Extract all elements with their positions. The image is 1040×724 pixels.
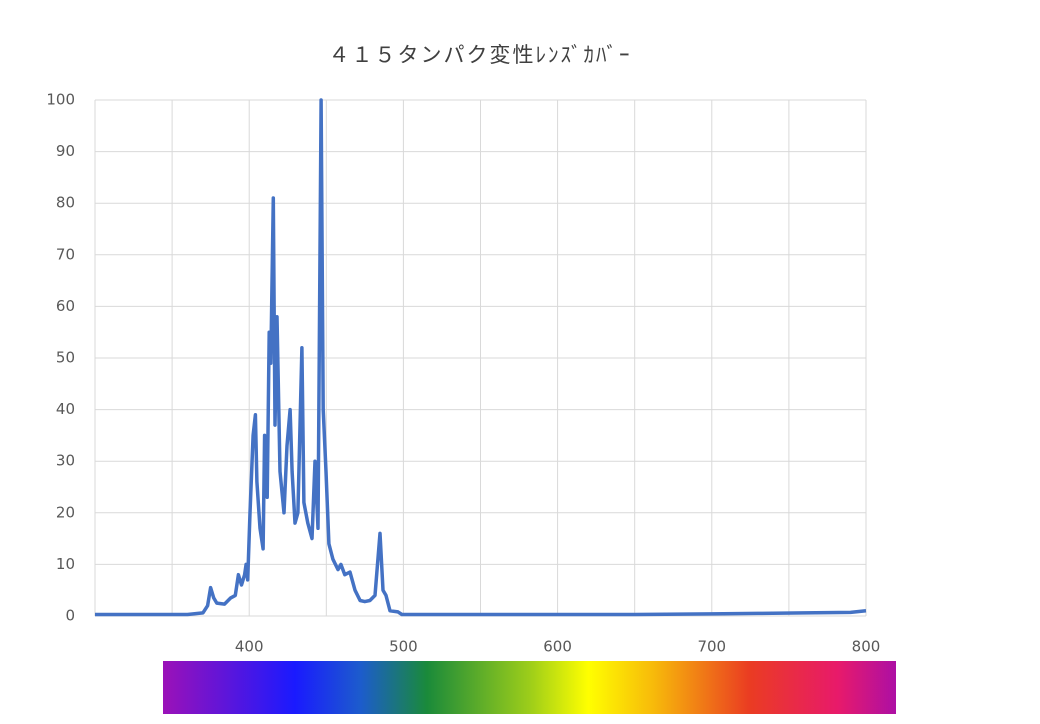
y-tick-label: 90: [56, 142, 75, 160]
y-tick-label: 0: [65, 607, 75, 625]
spectrum-bar: [163, 661, 896, 714]
y-tick-label: 80: [56, 194, 75, 212]
y-tick-label: 60: [56, 297, 75, 315]
y-tick-label: 30: [56, 452, 75, 470]
x-tick-label: 500: [389, 638, 418, 656]
y-tick-label: 20: [56, 503, 75, 521]
y-tick-label: 70: [56, 245, 75, 263]
y-tick-label: 10: [56, 555, 75, 573]
x-tick-label: 600: [543, 638, 572, 656]
chart-title: ４１５タンパク変性ﾚﾝｽﾞｶﾊﾞｰ: [329, 43, 632, 67]
x-tick-label: 800: [852, 638, 881, 656]
series-line: [95, 98, 867, 617]
y-tick-label: 40: [56, 400, 75, 418]
y-tick-label: 100: [46, 91, 75, 109]
x-tick-label: 400: [235, 638, 264, 656]
y-tick-label: 50: [56, 349, 75, 367]
x-tick-label: 700: [697, 638, 726, 656]
